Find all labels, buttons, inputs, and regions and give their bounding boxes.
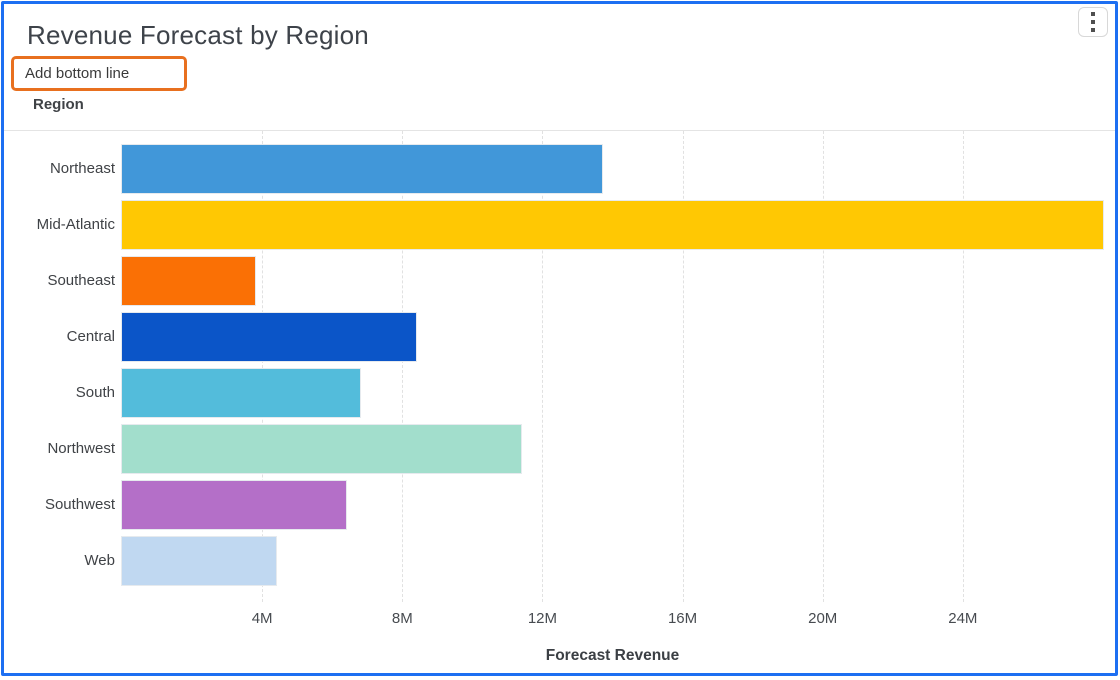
gridline-20M [822, 131, 824, 602]
bar-northeast[interactable] [122, 145, 602, 193]
category-label-web: Web [84, 552, 115, 569]
x-tick-label-20M: 20M [808, 610, 838, 627]
bar-mid-atlantic[interactable] [122, 201, 1103, 249]
bar-central[interactable] [122, 313, 417, 361]
gridline-12M [542, 131, 544, 602]
category-label-southeast: Southeast [47, 272, 115, 289]
more-options-button[interactable] [1078, 7, 1108, 37]
category-label-northeast: Northeast [49, 160, 115, 177]
x-tick-label-12M: 12M [527, 610, 558, 627]
highlight-annotation-box: Add bottom line [11, 56, 187, 91]
kebab-vertical-icon [1091, 20, 1095, 24]
kebab-vertical-icon [1091, 12, 1095, 16]
chart-title: Revenue Forecast by Region [27, 20, 369, 50]
bar-northwest[interactable] [122, 425, 522, 473]
x-tick-label-4M: 4M [251, 610, 273, 627]
bar-web[interactable] [122, 537, 277, 585]
category-label-southwest: Southwest [44, 496, 115, 513]
y-axis-title: Region [33, 96, 84, 113]
x-tick-label-16M: 16M [667, 610, 698, 627]
gridline-24M [962, 131, 964, 602]
bar-southwest[interactable] [122, 481, 347, 529]
kebab-vertical-icon [1091, 28, 1095, 32]
category-label-northwest: Northwest [47, 440, 115, 457]
category-label-mid-atlantic: Mid-Atlantic [36, 216, 115, 233]
plot-area-top-border [3, 130, 1117, 131]
x-axis-title: Forecast Revenue [545, 647, 680, 664]
bar-south[interactable] [122, 369, 361, 417]
gridline-8M [402, 131, 404, 602]
gridline-4M [262, 131, 264, 602]
category-label-south: South [75, 384, 115, 401]
category-label-central: Central [66, 328, 115, 345]
x-tick-label-8M: 8M [391, 610, 413, 627]
add-bottom-line-link[interactable]: Add bottom line [25, 65, 130, 82]
gridline-16M [682, 131, 684, 602]
x-tick-label-24M: 24M [948, 610, 978, 627]
bar-southeast[interactable] [122, 257, 256, 305]
